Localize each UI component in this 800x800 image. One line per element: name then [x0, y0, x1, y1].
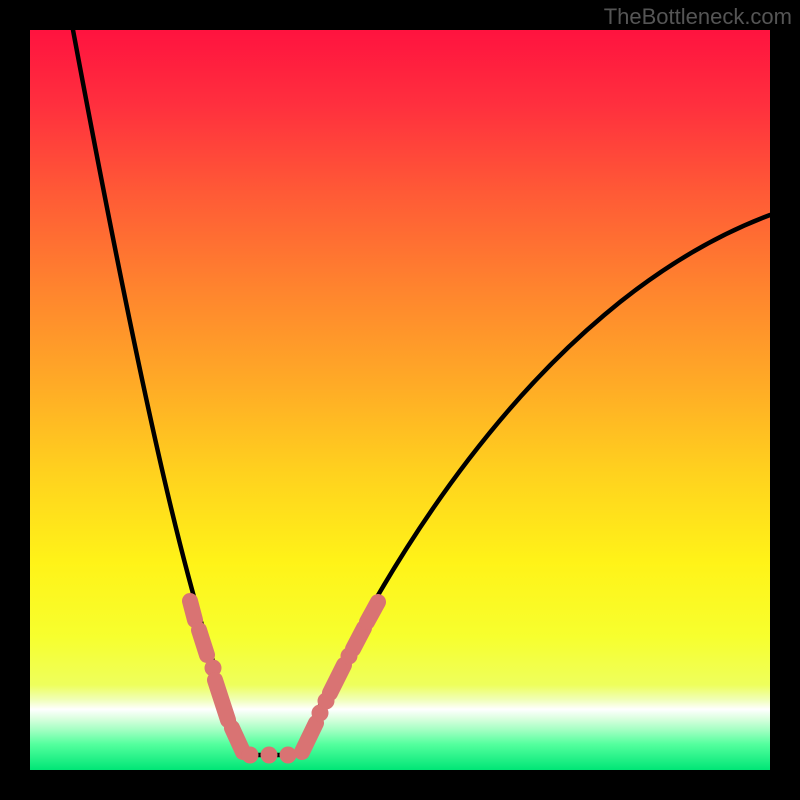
chart-svg: [0, 0, 800, 800]
curve-marker: [199, 630, 207, 655]
curve-marker: [261, 747, 278, 764]
curve-marker: [367, 602, 378, 622]
curve-marker: [280, 747, 297, 764]
curve-marker: [190, 601, 195, 620]
gradient-panel: [30, 30, 770, 770]
curve-marker: [242, 747, 259, 764]
chart-stage: TheBottleneck.com: [0, 0, 800, 800]
curve-marker: [353, 628, 364, 649]
curve-marker: [232, 728, 243, 752]
attribution-text: TheBottleneck.com: [604, 2, 792, 30]
